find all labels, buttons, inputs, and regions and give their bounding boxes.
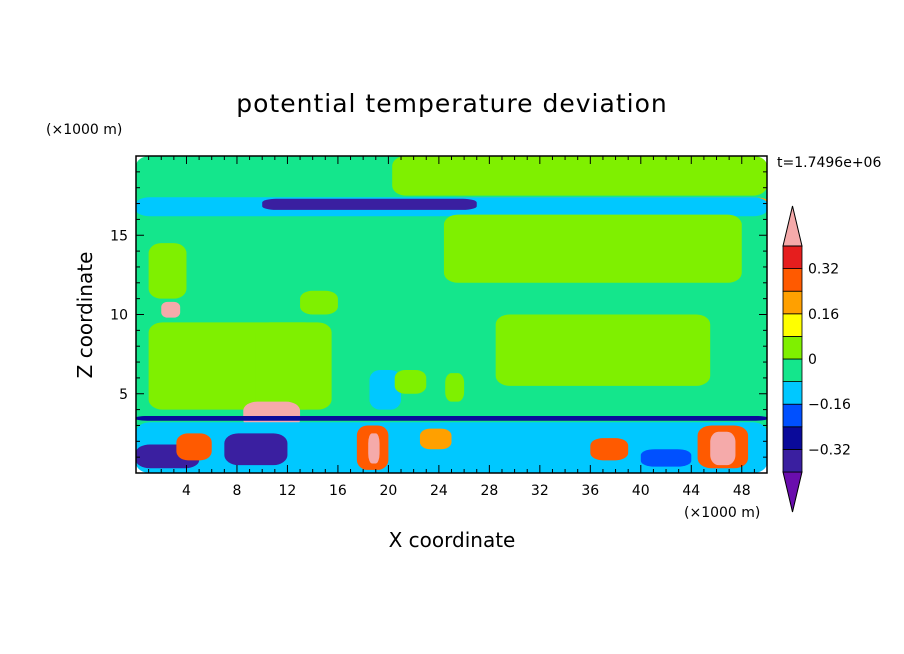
x-tick-label: 48 [733, 483, 751, 499]
colorbar-band [782, 313, 803, 337]
y-tick-label: 10 [110, 308, 128, 324]
chart-title: potential temperature deviation [236, 89, 667, 118]
x-tick-label: 44 [682, 483, 700, 499]
x-axis: 4 8 12 16 20 24 28 32 36 40 44 48 [148, 156, 755, 499]
x-tick-label: 4 [182, 483, 191, 499]
contour-region-21 [224, 433, 288, 466]
x-tick-label: 40 [632, 483, 650, 499]
contour-region-23 [368, 433, 380, 464]
contour-region-9 [148, 243, 187, 299]
y-scale-label: (×1000 m) [46, 122, 122, 138]
y-tick-label: 15 [110, 228, 128, 244]
contour-region-17 [136, 415, 767, 421]
y-axis-label: Z coordinate [73, 252, 97, 379]
x-tick-label: 8 [232, 483, 241, 499]
contour-region-27 [710, 431, 736, 466]
colorbar-band [782, 381, 803, 405]
colorbar-band [782, 403, 803, 428]
x-tick-label: 20 [379, 483, 397, 499]
contour-region-11 [300, 290, 338, 315]
colorbar-tick-label: −0.16 [808, 397, 851, 413]
colorbar-tick-label: 0.16 [808, 307, 839, 323]
colorbar-tick-label: 0 [808, 352, 817, 368]
contour-region-7 [495, 314, 711, 386]
contour-region-10 [255, 322, 332, 410]
colorbar-band [782, 290, 803, 315]
x-scale-label: (×1000 m) [684, 505, 760, 521]
contour-region-14 [445, 373, 465, 402]
contour-field [136, 156, 767, 473]
contour-region-28 [640, 449, 692, 467]
contour-region-13 [394, 369, 427, 394]
y-axis: 5 10 15 [110, 171, 767, 458]
x-tick-label: 12 [279, 483, 297, 499]
colorbar-band [782, 448, 803, 473]
colorbar: 0.32 0.16 0 −0.16 −0.32 [782, 205, 851, 513]
time-label: t=1.7496e+06 [777, 155, 881, 171]
x-tick-label: 16 [329, 483, 347, 499]
contour-region-25 [590, 438, 629, 461]
colorbar-extend-high [782, 205, 803, 247]
x-tick-label: 28 [480, 483, 498, 499]
colorbar-band [782, 358, 803, 383]
contour-region-24 [419, 428, 452, 450]
colorbar-tick-label: −0.32 [808, 442, 851, 458]
y-tick-label: 5 [119, 387, 128, 403]
x-axis-label: X coordinate [389, 528, 516, 552]
contour-region-6 [443, 214, 742, 283]
colorbar-band [782, 245, 803, 270]
x-tick-label: 32 [531, 483, 549, 499]
contour-region-1 [392, 156, 767, 196]
colorbar-band [782, 426, 803, 450]
contour-region-20 [176, 433, 212, 461]
colorbar-band [782, 335, 803, 360]
contour-region-16 [243, 401, 301, 429]
x-tick-label: 24 [430, 483, 448, 499]
contour-region-12 [369, 369, 402, 410]
colorbar-band [782, 268, 803, 292]
colorbar-tick-label: 0.32 [808, 262, 839, 278]
x-tick-label: 36 [581, 483, 599, 499]
contour-region-15 [161, 301, 181, 318]
colorbar-extend-low [782, 471, 803, 513]
contour-region-5 [262, 198, 477, 210]
